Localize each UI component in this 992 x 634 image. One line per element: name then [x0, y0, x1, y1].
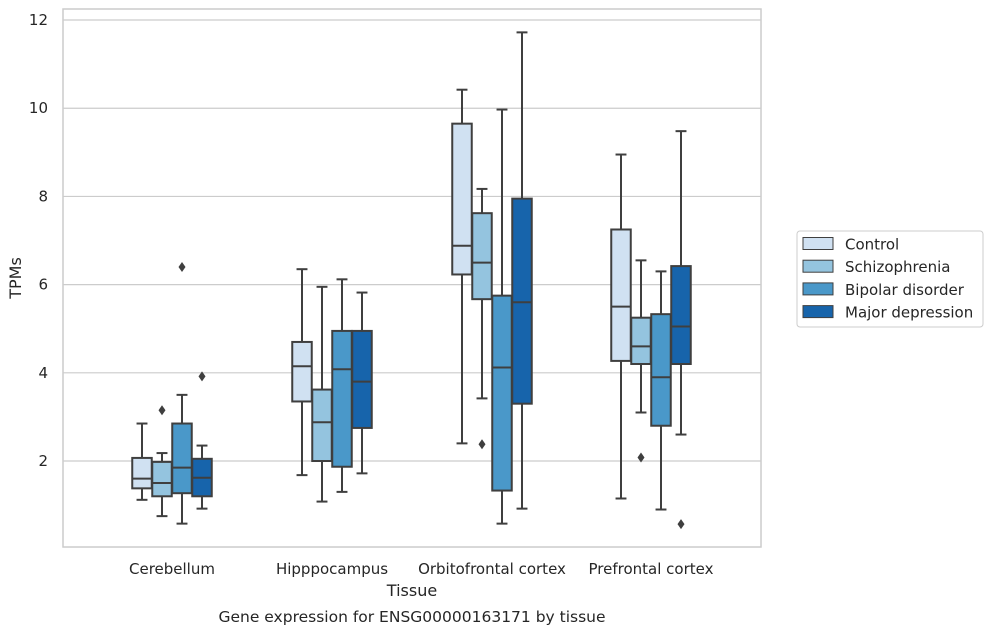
box-1-2 — [331, 278, 353, 493]
box-iqr — [351, 329, 373, 429]
plot-frame — [62, 8, 762, 548]
x-tick-label: Hipppocampus — [276, 560, 388, 578]
box-0-0 — [131, 422, 153, 501]
outlier-point — [637, 452, 645, 463]
box-iqr — [610, 228, 632, 362]
box-iqr — [151, 460, 173, 498]
outlier-point — [158, 405, 166, 416]
box-iqr — [331, 329, 353, 468]
legend: Control Schizophrenia Bipolar disorder Majo… — [796, 230, 984, 328]
box-1-3 — [351, 291, 373, 475]
y-tick-label: 6 — [38, 276, 48, 294]
legend-swatch — [802, 259, 834, 273]
box-iqr — [311, 388, 333, 463]
box-3-3 — [670, 130, 692, 530]
box-3-2 — [650, 270, 672, 511]
y-tick-label: 10 — [29, 99, 48, 117]
box-iqr — [291, 340, 313, 403]
legend-frame — [796, 230, 984, 328]
box-iqr — [131, 456, 153, 490]
outlier-point — [478, 439, 486, 450]
outlier-point — [178, 261, 186, 272]
y-tick-label: 2 — [38, 452, 48, 470]
box-2-1 — [471, 187, 493, 450]
box-iqr — [451, 122, 473, 276]
legend-swatch — [802, 305, 834, 319]
legend-swatch — [802, 237, 834, 250]
x-tick-label: Orbitofrontal cortex — [418, 560, 566, 578]
box-iqr — [171, 422, 193, 495]
legend-label: Major depression — [845, 304, 973, 322]
box-1-1 — [311, 285, 333, 503]
chart-caption: Gene expression for ENSG00000163171 by t… — [218, 608, 605, 626]
y-tick-label: 4 — [38, 364, 48, 382]
x-tick-labels: Cerebellum Hipppocampus Orbitofrontal cort… — [129, 560, 714, 578]
box-2-3 — [511, 31, 533, 510]
box-iqr — [630, 316, 652, 365]
y-tick-label: 12 — [29, 11, 48, 29]
legend-label: Schizophrenia — [845, 258, 950, 276]
legend-swatch — [802, 282, 834, 296]
x-tick-label: Cerebellum — [129, 560, 215, 578]
box-2-0 — [451, 88, 473, 445]
x-axis-label: Tissue — [386, 581, 437, 600]
box-iqr — [471, 212, 493, 301]
box-3-0 — [610, 153, 632, 500]
box-3-1 — [630, 259, 652, 463]
box-iqr — [511, 197, 533, 405]
box-2-2 — [491, 108, 513, 525]
y-tick-label: 8 — [38, 187, 48, 205]
box-series — [131, 31, 692, 530]
legend-label: Control — [845, 236, 899, 254]
box-iqr — [491, 294, 513, 492]
y-tick-labels: 2 4 6 8 10 12 — [29, 11, 48, 470]
y-axis-label: TPMs — [6, 257, 25, 300]
box-0-2 — [171, 261, 193, 525]
outlier-point — [677, 519, 685, 530]
legend-label: Bipolar disorder — [845, 281, 965, 299]
box-iqr — [650, 313, 672, 427]
box-1-0 — [291, 268, 313, 477]
box-iqr — [670, 265, 692, 365]
outlier-point — [198, 371, 206, 382]
box-0-3 — [191, 371, 213, 510]
grid-lines — [63, 19, 761, 462]
x-tick-label: Prefrontal cortex — [589, 560, 714, 578]
